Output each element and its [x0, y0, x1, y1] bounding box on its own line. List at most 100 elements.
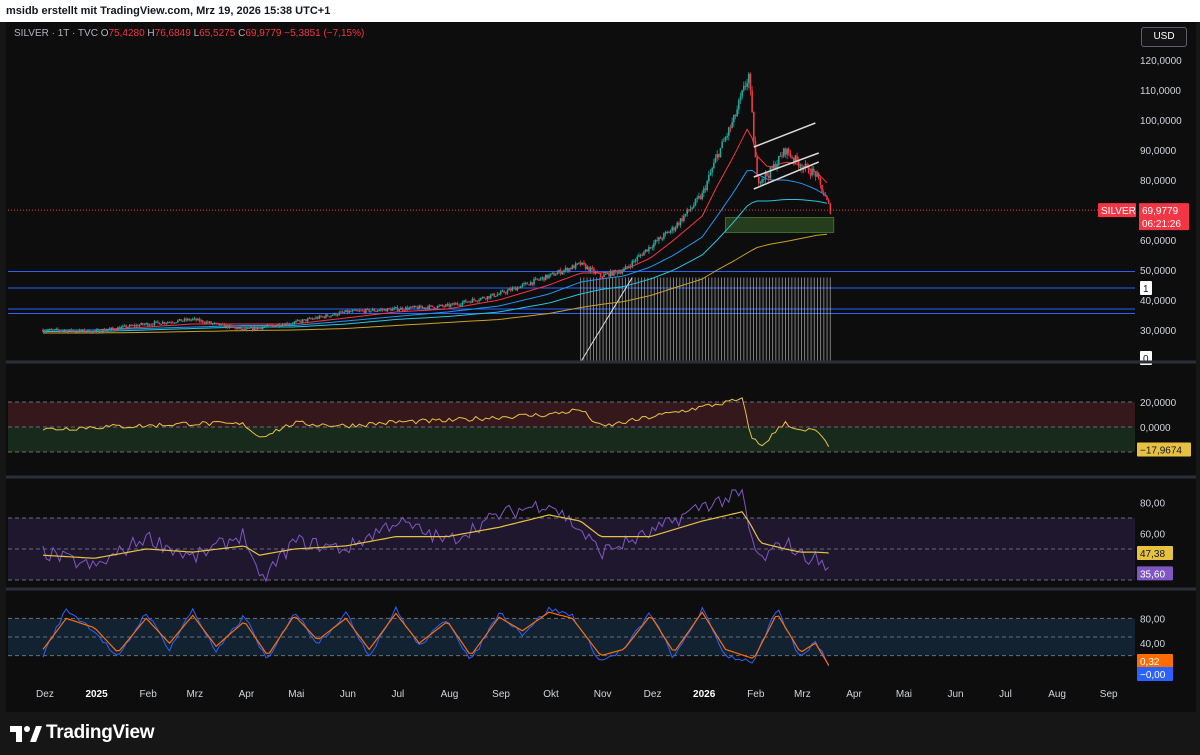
candle-body: [188, 318, 191, 321]
candle-body: [216, 322, 219, 324]
time-axis-tick-15: Mrz: [794, 689, 811, 700]
candle-body: [503, 290, 505, 293]
candle-body: [531, 282, 534, 285]
candle-body: [268, 324, 271, 326]
candle-body: [178, 319, 181, 321]
candle-body: [393, 307, 396, 309]
candle-body: [201, 320, 204, 323]
chart-frame[interactable]: 120,0000 110,0000 100,0000 90,0000 80,0000 60…: [6, 22, 1196, 712]
candle-body: [739, 96, 742, 101]
candle-body: [714, 157, 717, 163]
candle-body: [786, 148, 788, 155]
candle-body: [549, 273, 552, 276]
legend-symbol[interactable]: SILVER · 1T · TVC: [14, 28, 98, 39]
candle-body: [231, 326, 234, 328]
candle-body: [355, 309, 357, 311]
candle-body: [82, 329, 84, 332]
candle-body: [671, 227, 674, 231]
candle-body: [162, 322, 164, 324]
candle-body: [633, 260, 635, 262]
candle-body: [375, 310, 377, 312]
candle-body: [568, 268, 570, 272]
candle-body: [438, 305, 440, 307]
candle-body: [787, 148, 790, 154]
candle-body: [67, 330, 69, 333]
candle-body: [87, 329, 89, 332]
candle-body: [193, 318, 196, 320]
candle-body: [789, 153, 792, 157]
osc-axis-tick-1: 0,0000: [1140, 423, 1171, 434]
candle-body: [731, 122, 733, 128]
candle-body: [218, 323, 221, 326]
candle-body: [654, 239, 657, 244]
candle-body: [553, 272, 555, 276]
chart-canvas[interactable]: 120,0000110,0000100,000090,000080,000060…: [6, 22, 1196, 712]
candle-body: [68, 329, 71, 331]
candle-body: [186, 318, 189, 321]
candle-body: [122, 326, 124, 328]
price-axis-tick-1: 110,0000: [1140, 86, 1181, 97]
candle-body: [792, 158, 795, 162]
currency-button[interactable]: USD: [1141, 27, 1187, 47]
candle-body: [398, 309, 401, 311]
candle-body: [283, 324, 286, 326]
candle-body: [614, 270, 617, 272]
price-axis-tick-5: 60,0000: [1140, 236, 1177, 247]
candle-body: [658, 237, 660, 241]
candle-body: [191, 318, 194, 320]
candle-body: [611, 270, 614, 276]
candle-body: [504, 292, 507, 294]
candle-body: [521, 284, 524, 287]
candle-body: [291, 323, 294, 325]
candle-body: [774, 164, 777, 169]
time-axis-tick-17: Mai: [896, 689, 912, 700]
candle-body: [791, 156, 793, 159]
candle-body: [235, 327, 237, 330]
candle-body: [381, 309, 384, 311]
candle-body: [431, 305, 434, 308]
candle-body: [215, 322, 217, 324]
candle-body: [681, 218, 684, 221]
candle-body: [473, 298, 475, 301]
candle-body: [240, 327, 242, 330]
candle-body: [421, 307, 424, 309]
countdown-badge: 06:21:26: [1142, 219, 1181, 230]
candle-body: [571, 265, 574, 270]
candle-body: [726, 135, 728, 138]
candle-body: [395, 307, 397, 309]
candle-body: [198, 318, 201, 322]
candle-body: [476, 301, 479, 303]
candle-body: [318, 315, 321, 319]
candle-body: [601, 276, 604, 278]
candle-body: [278, 324, 281, 327]
price-axis-tick-0: 120,0000: [1140, 56, 1182, 67]
tradingview-logo[interactable]: TradingView: [10, 719, 155, 747]
candle-body: [263, 326, 266, 328]
candle-body: [271, 325, 274, 327]
candle-body: [616, 271, 619, 274]
osc-last-badge-bg: [1137, 442, 1191, 457]
candle-body: [766, 173, 768, 176]
candle-body: [468, 301, 470, 303]
candle-body: [593, 268, 595, 273]
candle-body: [459, 304, 462, 306]
candle-body: [704, 188, 707, 190]
candle-body: [659, 237, 662, 239]
candle-body: [152, 324, 154, 326]
candle-body: [206, 321, 209, 323]
candle-body: [60, 330, 63, 332]
candle-body: [308, 318, 311, 320]
candle-body: [286, 323, 289, 325]
candle-body: [796, 155, 798, 162]
candle-body: [95, 329, 98, 332]
candle-body: [558, 270, 560, 273]
time-axis-tick-21: Sep: [1100, 689, 1118, 700]
candle-body: [378, 309, 381, 311]
candle-body: [666, 232, 669, 234]
candle-body: [827, 199, 830, 204]
candle-body: [350, 310, 352, 312]
stoch-k-badge-bg: [1137, 654, 1173, 669]
legend-high-value: 76,6849: [154, 28, 191, 39]
candle-body: [102, 329, 104, 333]
candle-body: [138, 324, 141, 327]
